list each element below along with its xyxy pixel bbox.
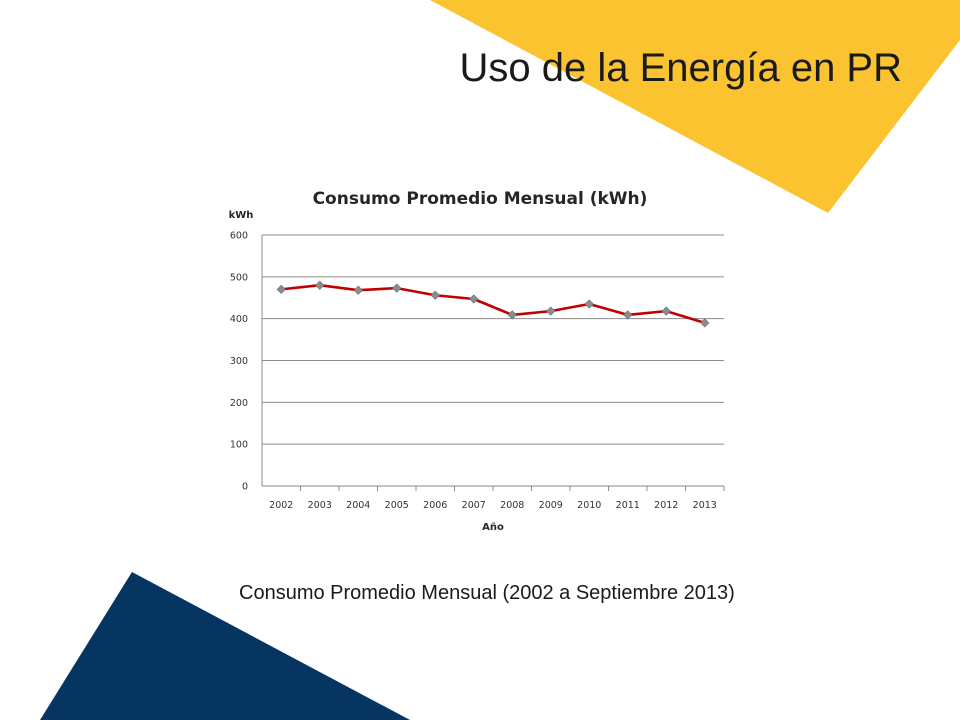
x-tick-label: 2004 <box>346 500 370 511</box>
x-tick-label: 2010 <box>577 500 601 511</box>
x-tick-label: 2005 <box>385 500 409 511</box>
data-point <box>315 280 325 290</box>
x-tick-label: 2003 <box>308 500 332 511</box>
x-tick-label: 2007 <box>462 500 486 511</box>
chart-title: Consumo Promedio Mensual (kWh) <box>313 189 648 209</box>
data-point <box>546 306 556 316</box>
x-tick-labels: 2002 2003 2004 2005 2006 2007 2008 2009 2010 2011… <box>269 500 717 511</box>
x-tick-label: 2013 <box>693 500 717 511</box>
y-tick-labels: 0 100 200 300 400 500 600 <box>230 231 248 493</box>
series-line <box>281 283 706 325</box>
data-point <box>392 283 402 293</box>
data-point <box>353 285 363 295</box>
y-tick-label: 600 <box>230 231 248 242</box>
x-axis-label: Año <box>482 522 504 533</box>
slide-title: Uso de la Energía en PR <box>459 46 902 90</box>
data-point <box>584 299 594 309</box>
data-point <box>623 310 633 320</box>
x-tick-label: 2002 <box>269 500 293 511</box>
x-tick-label: 2011 <box>616 500 640 511</box>
x-tick-label: 2012 <box>654 500 678 511</box>
data-point <box>469 294 479 304</box>
y-axis-label: kWh <box>229 210 254 221</box>
navy-accent-shape <box>40 572 410 720</box>
x-tick-label: 2008 <box>500 500 524 511</box>
data-point <box>507 310 517 320</box>
y-tick-label: 400 <box>230 314 248 325</box>
y-tick-label: 100 <box>230 440 248 451</box>
data-point <box>276 284 286 295</box>
x-tick-label: 2009 <box>539 500 563 511</box>
y-tick-label: 0 <box>242 482 248 493</box>
data-point <box>430 290 440 300</box>
x-tick-label: 2006 <box>423 500 447 511</box>
gridlines <box>261 234 725 491</box>
y-tick-label: 200 <box>230 398 248 409</box>
y-tick-label: 500 <box>230 272 248 283</box>
series-layer <box>276 280 710 328</box>
data-point <box>661 306 671 316</box>
slide-caption: Consumo Promedio Mensual (2002 a Septiem… <box>239 582 735 604</box>
yellow-accent-shape <box>430 0 960 213</box>
y-tick-label: 300 <box>230 356 248 367</box>
data-point <box>700 318 710 328</box>
